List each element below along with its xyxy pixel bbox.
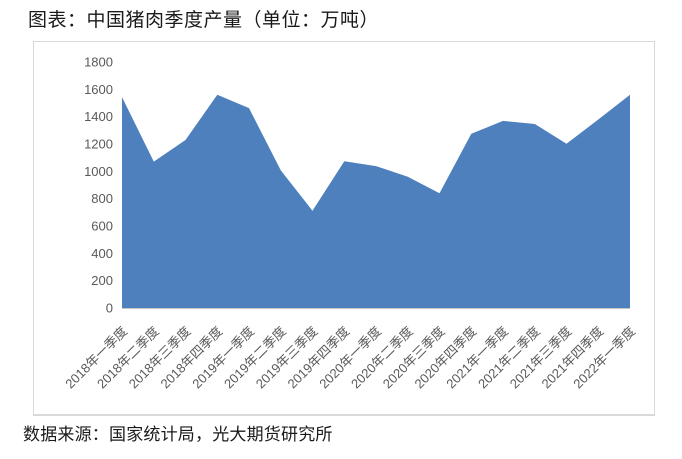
page-title: 图表：中国猪肉季度产量（单位：万吨） <box>28 10 380 31</box>
area-chart: 0200400600800100012001400160018002018年一季… <box>62 55 638 392</box>
y-tick-label: 1000 <box>84 164 113 179</box>
y-tick-label: 0 <box>106 301 113 316</box>
y-tick-label: 1800 <box>84 55 113 70</box>
y-tick-label: 1600 <box>84 82 113 97</box>
y-tick-label: 400 <box>91 246 113 261</box>
y-tick-label: 200 <box>91 273 113 288</box>
y-tick-label: 1400 <box>84 109 113 124</box>
y-tick-label: 1200 <box>84 137 113 152</box>
area-series-pork-production <box>122 94 630 308</box>
y-tick-label: 800 <box>91 191 113 206</box>
chart-panel: 0 200 400 600 800 1000 1200 1400 1600 1800 2018年一季… <box>33 41 655 416</box>
source-note: 数据来源：国家统计局，光大期货研究所 <box>23 425 333 444</box>
y-tick-label: 600 <box>91 219 113 234</box>
